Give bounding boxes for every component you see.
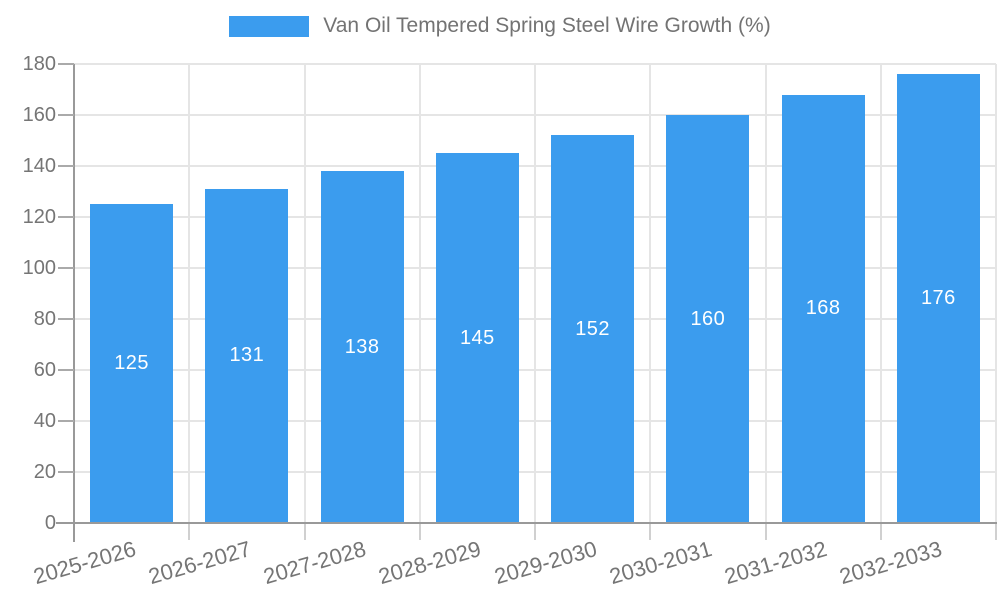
bar[interactable]: 152 bbox=[551, 135, 635, 523]
x-axis-line bbox=[56, 522, 997, 524]
y-axis-tick bbox=[58, 420, 74, 422]
bar-value-label: 176 bbox=[920, 287, 956, 310]
y-axis-tick bbox=[58, 63, 74, 65]
y-axis-tick bbox=[58, 318, 74, 320]
y-axis-tick-label: 140 bbox=[22, 155, 56, 177]
y-axis-tick-label: 100 bbox=[22, 257, 56, 279]
y-axis-tick-label: 20 bbox=[33, 461, 56, 483]
y-axis-tick bbox=[58, 216, 74, 218]
bar[interactable]: 160 bbox=[666, 115, 750, 523]
x-axis-tick bbox=[879, 524, 882, 540]
bar[interactable]: 125 bbox=[90, 204, 174, 523]
x-axis-tick bbox=[303, 524, 306, 540]
bar-value-label: 131 bbox=[229, 344, 265, 367]
x-axis-tick bbox=[188, 524, 191, 540]
legend-label: Van Oil Tempered Spring Steel Wire Growt… bbox=[323, 14, 771, 37]
y-axis-tick-label: 40 bbox=[33, 410, 56, 432]
y-axis-tick-label: 160 bbox=[22, 104, 56, 126]
x-axis-tick bbox=[995, 524, 997, 540]
bar-value-label: 145 bbox=[459, 326, 495, 349]
gridline-vertical bbox=[418, 64, 421, 523]
gridline-vertical bbox=[303, 64, 306, 523]
legend[interactable]: Van Oil Tempered Spring Steel Wire Growt… bbox=[0, 14, 1000, 38]
y-axis-line bbox=[73, 64, 75, 542]
gridline-vertical bbox=[879, 64, 882, 523]
y-axis-tick bbox=[58, 369, 74, 371]
bar[interactable]: 131 bbox=[205, 188, 289, 523]
legend-swatch-icon[interactable] bbox=[229, 15, 310, 37]
x-axis-tick bbox=[764, 524, 767, 540]
y-axis-tick-label: 180 bbox=[22, 53, 56, 75]
y-axis-tick-label: 60 bbox=[33, 359, 56, 381]
bar[interactable]: 145 bbox=[435, 153, 519, 523]
bar[interactable]: 138 bbox=[320, 171, 404, 523]
bar[interactable]: 168 bbox=[781, 94, 865, 523]
bar-value-label: 160 bbox=[690, 307, 726, 330]
x-axis-tick bbox=[418, 524, 421, 540]
bar-value-label: 125 bbox=[114, 352, 150, 375]
y-axis-tick bbox=[58, 165, 74, 167]
gridline-vertical bbox=[764, 64, 767, 523]
bar-value-label: 138 bbox=[344, 335, 380, 358]
y-axis-tick-label: 80 bbox=[33, 308, 56, 330]
x-axis-tick bbox=[649, 524, 652, 540]
plot-area: 125 131 138 145 152 160 168 176 bbox=[74, 63, 997, 523]
bar-value-label: 152 bbox=[575, 317, 611, 340]
y-axis-tick-label: 120 bbox=[22, 206, 56, 228]
y-axis-tick-label: 0 bbox=[44, 512, 56, 534]
y-axis-tick bbox=[58, 114, 74, 116]
gridline-vertical bbox=[188, 64, 191, 523]
y-axis-tick bbox=[58, 267, 74, 269]
gridline-vertical bbox=[534, 64, 536, 523]
bar-value-label: 168 bbox=[805, 297, 841, 320]
gridline-vertical bbox=[649, 64, 652, 523]
gridline-vertical bbox=[995, 64, 997, 523]
y-axis-tick bbox=[58, 471, 74, 473]
bar[interactable]: 176 bbox=[896, 74, 980, 523]
x-axis-tick bbox=[534, 524, 536, 540]
